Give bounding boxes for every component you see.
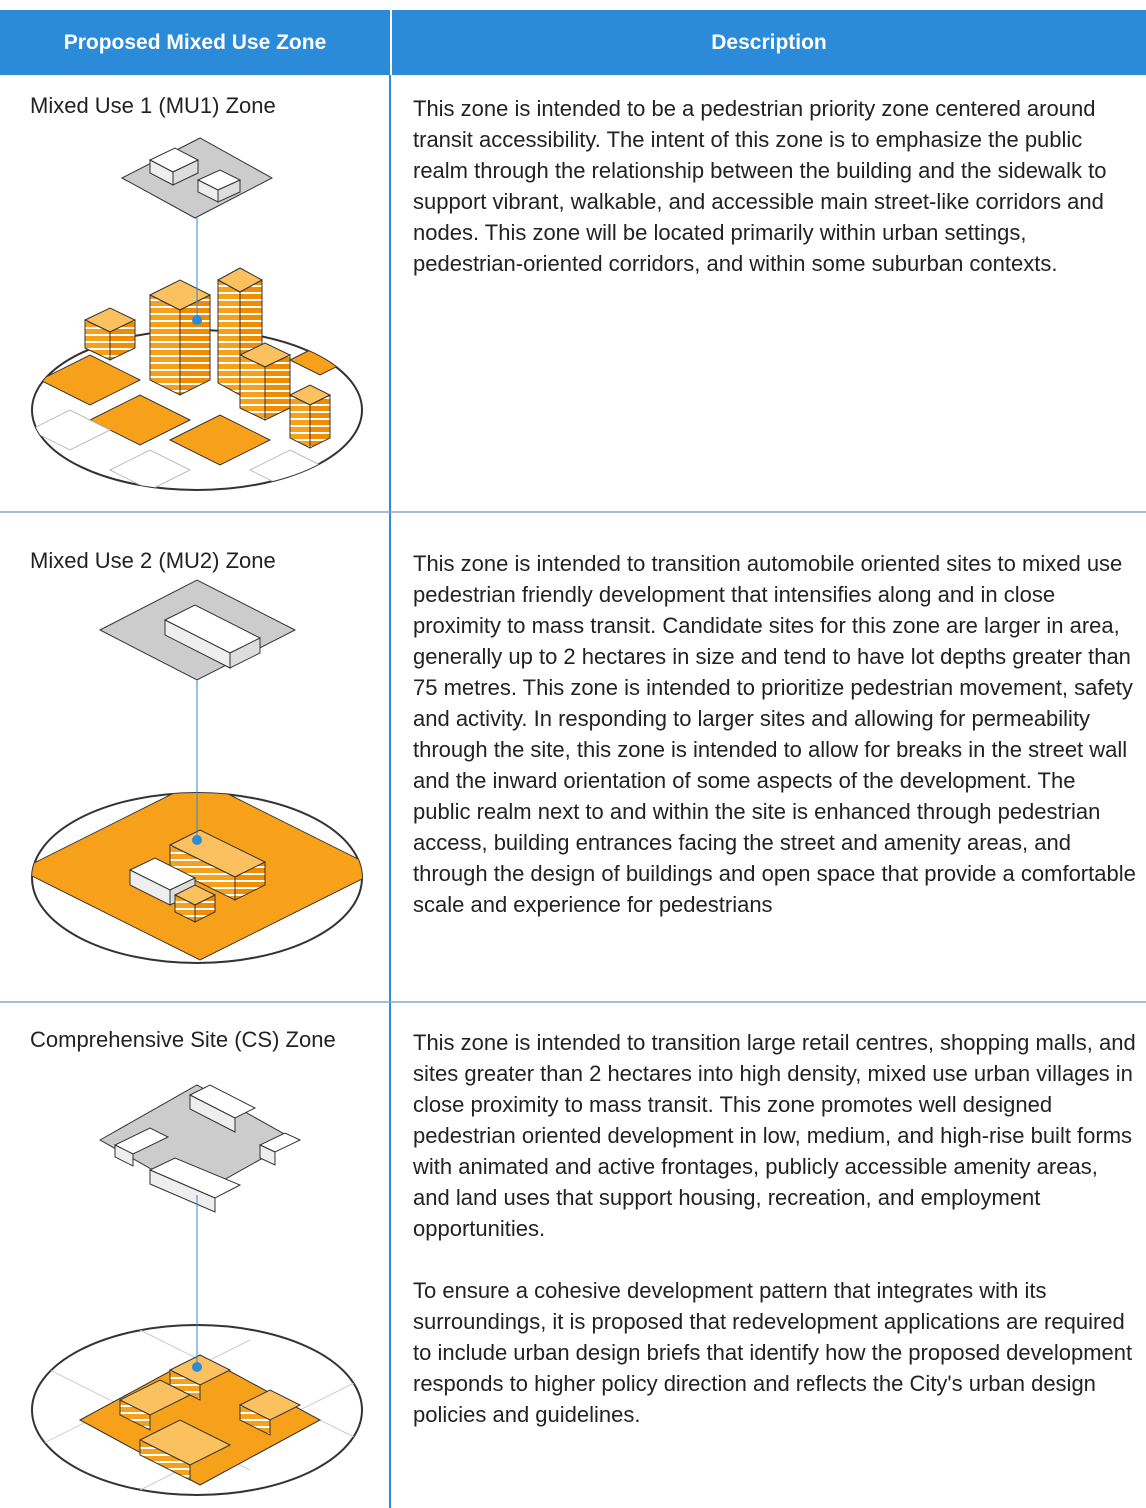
description: This zone is intended to transition larg… <box>413 1027 1138 1461</box>
zone-name: Mixed Use 2 (MU2) Zone <box>30 548 276 573</box>
description-paragraph: This zone is intended to transition auto… <box>413 551 1136 917</box>
description-paragraph: This zone is intended to be a pedestrian… <box>413 96 1107 276</box>
mu1-illustration <box>31 137 363 491</box>
description: This zone is intended to be a pedestrian… <box>413 93 1138 310</box>
cs-illustration <box>31 1084 363 1496</box>
mu2-illustration <box>31 579 363 964</box>
header-cell: Description <box>392 10 1146 75</box>
zone-name: Mixed Use 1 (MU1) Zone <box>30 93 276 118</box>
description: This zone is intended to transition auto… <box>413 548 1138 951</box>
description-paragraph: This zone is intended to transition larg… <box>413 1030 1136 1241</box>
zone-name: Comprehensive Site (CS) Zone <box>30 1027 336 1052</box>
header-cell: Proposed Mixed Use Zone <box>0 10 390 75</box>
description-paragraph: To ensure a cohesive development pattern… <box>413 1278 1133 1427</box>
